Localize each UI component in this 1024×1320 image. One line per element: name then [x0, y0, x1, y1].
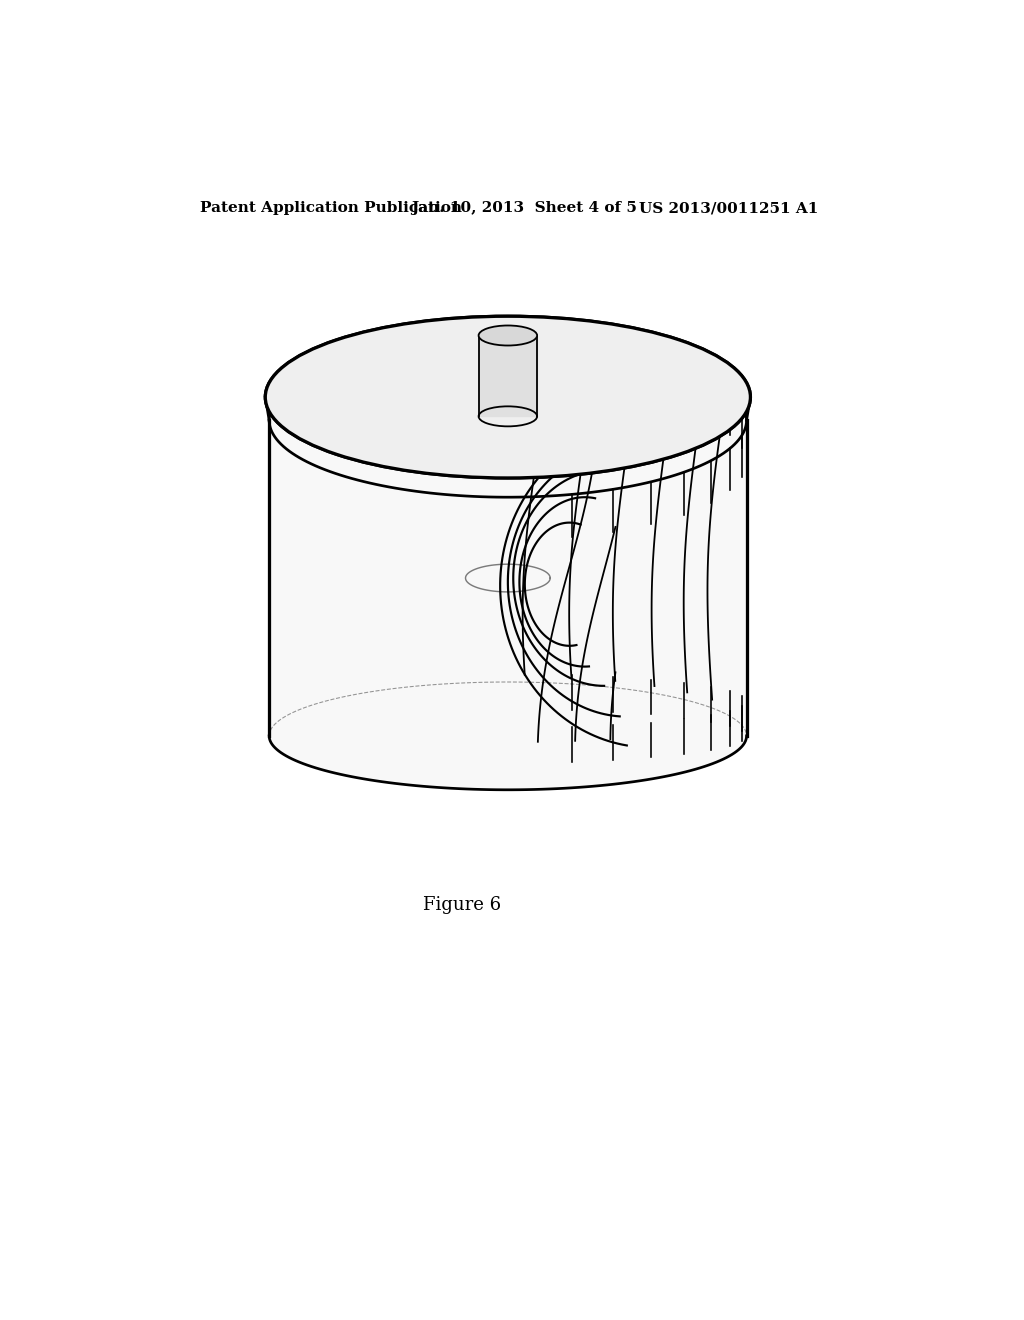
- Ellipse shape: [265, 317, 751, 478]
- Text: Jan. 10, 2013  Sheet 4 of 5: Jan. 10, 2013 Sheet 4 of 5: [412, 202, 638, 215]
- Polygon shape: [478, 335, 538, 416]
- Text: US 2013/0011251 A1: US 2013/0011251 A1: [639, 202, 818, 215]
- Ellipse shape: [478, 326, 538, 346]
- Text: Figure 6: Figure 6: [423, 896, 501, 915]
- Ellipse shape: [265, 317, 751, 478]
- Polygon shape: [478, 335, 538, 416]
- Polygon shape: [269, 420, 746, 789]
- Text: Patent Application Publication: Patent Application Publication: [200, 202, 462, 215]
- Ellipse shape: [478, 326, 538, 346]
